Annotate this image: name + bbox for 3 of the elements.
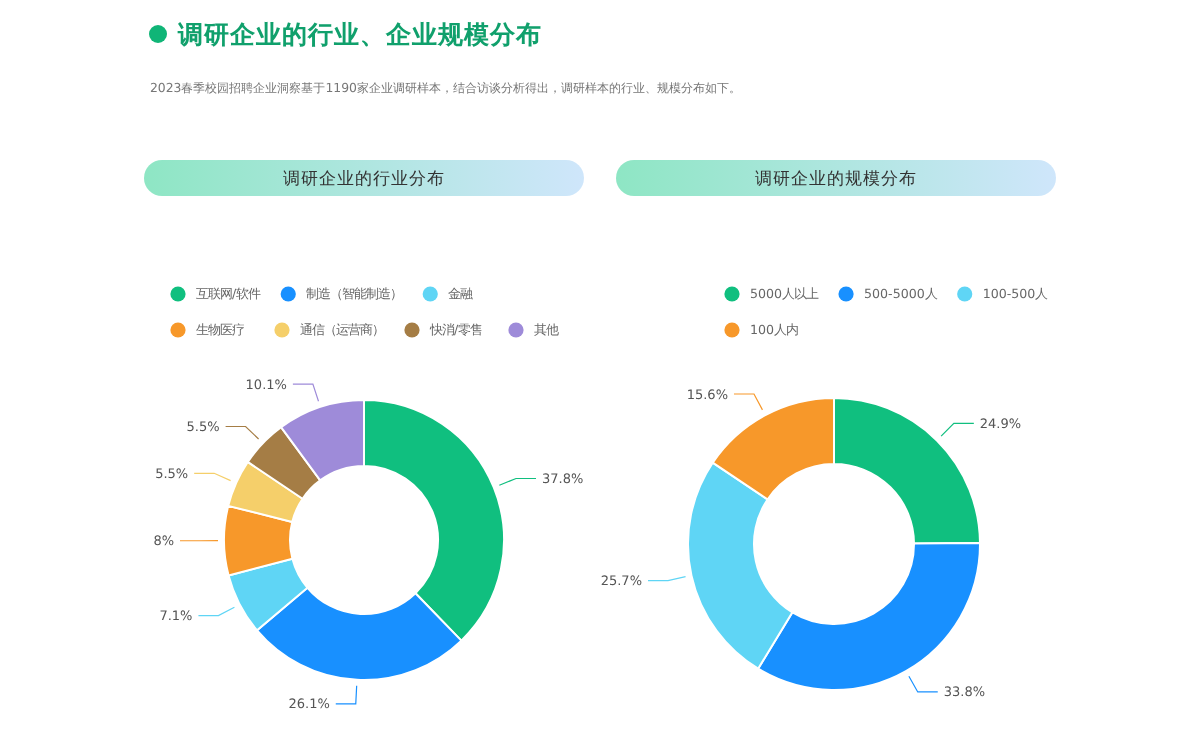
chart-title: 调研企业的行业分布 [283, 167, 445, 190]
chart-title: 调研企业的规模分布 [755, 167, 917, 190]
text: 调研企业的行业、企业规模分布 [176, 18, 542, 49]
